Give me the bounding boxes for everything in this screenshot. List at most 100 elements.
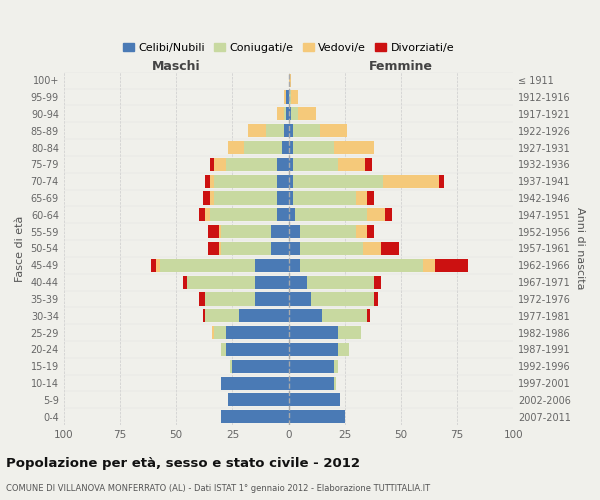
Bar [338,158,365,171]
Bar [434,258,469,272]
Bar [205,174,210,188]
Bar [183,276,187,288]
Bar [374,276,381,288]
Text: Maschi: Maschi [152,60,200,72]
Bar [289,326,338,339]
Bar [289,124,293,137]
Bar [255,292,289,306]
Bar [277,174,289,188]
Bar [228,394,289,406]
Bar [210,192,214,204]
Bar [226,343,289,356]
Bar [210,158,214,171]
Bar [221,225,271,238]
Bar [221,376,289,390]
Bar [255,258,289,272]
Bar [221,410,289,424]
Bar [255,276,289,288]
Bar [334,376,336,390]
Bar [338,343,349,356]
Bar [289,158,293,171]
Bar [289,292,311,306]
Bar [199,208,205,222]
Bar [289,309,322,322]
Bar [367,225,374,238]
Bar [289,141,293,154]
Bar [214,158,226,171]
Bar [289,208,295,222]
Bar [289,360,334,373]
Bar [365,158,372,171]
Bar [205,208,210,222]
Bar [367,208,385,222]
Bar [203,309,205,322]
Bar [289,276,307,288]
Bar [322,309,367,322]
Bar [230,360,232,373]
Bar [212,326,214,339]
Bar [289,108,291,120]
Bar [277,108,284,120]
Bar [228,141,244,154]
Bar [289,174,293,188]
Bar [289,258,300,272]
Bar [210,174,214,188]
Bar [199,292,205,306]
Bar [289,376,334,390]
Bar [356,225,367,238]
Bar [300,242,363,255]
Bar [300,258,424,272]
Bar [298,108,316,120]
Bar [214,326,226,339]
Bar [291,90,298,104]
Bar [239,309,289,322]
Bar [293,192,356,204]
Bar [160,258,255,272]
Bar [221,242,271,255]
Bar [374,292,379,306]
Bar [208,242,219,255]
Bar [334,360,338,373]
Bar [381,242,399,255]
Bar [293,124,320,137]
Bar [221,343,226,356]
Text: Femmine: Femmine [369,60,433,72]
Bar [334,141,374,154]
Bar [205,292,255,306]
Bar [208,225,219,238]
Y-axis label: Anni di nascita: Anni di nascita [575,207,585,290]
Bar [248,124,266,137]
Bar [203,192,210,204]
Bar [277,208,289,222]
Bar [289,74,291,87]
Bar [367,192,374,204]
Bar [156,258,160,272]
Bar [293,174,383,188]
Bar [226,326,289,339]
Bar [271,242,289,255]
Bar [295,208,367,222]
Bar [385,208,392,222]
Bar [300,225,356,238]
Bar [282,141,289,154]
Bar [187,276,255,288]
Bar [356,192,367,204]
Bar [205,309,239,322]
Bar [286,108,289,120]
Legend: Celibi/Nubili, Coniugati/e, Vedovi/e, Divorziati/e: Celibi/Nubili, Coniugati/e, Vedovi/e, Di… [119,38,458,58]
Text: Popolazione per età, sesso e stato civile - 2012: Popolazione per età, sesso e stato civil… [6,458,360,470]
Bar [311,292,374,306]
Bar [293,141,334,154]
Bar [289,242,300,255]
Bar [289,394,340,406]
Bar [214,192,277,204]
Bar [219,225,221,238]
Bar [284,90,286,104]
Bar [277,192,289,204]
Text: COMUNE DI VILLANOVA MONFERRATO (AL) - Dati ISTAT 1° gennaio 2012 - Elaborazione : COMUNE DI VILLANOVA MONFERRATO (AL) - Da… [6,484,430,493]
Bar [367,309,370,322]
Bar [291,108,298,120]
Bar [289,343,338,356]
Bar [151,258,156,272]
Bar [289,410,345,424]
